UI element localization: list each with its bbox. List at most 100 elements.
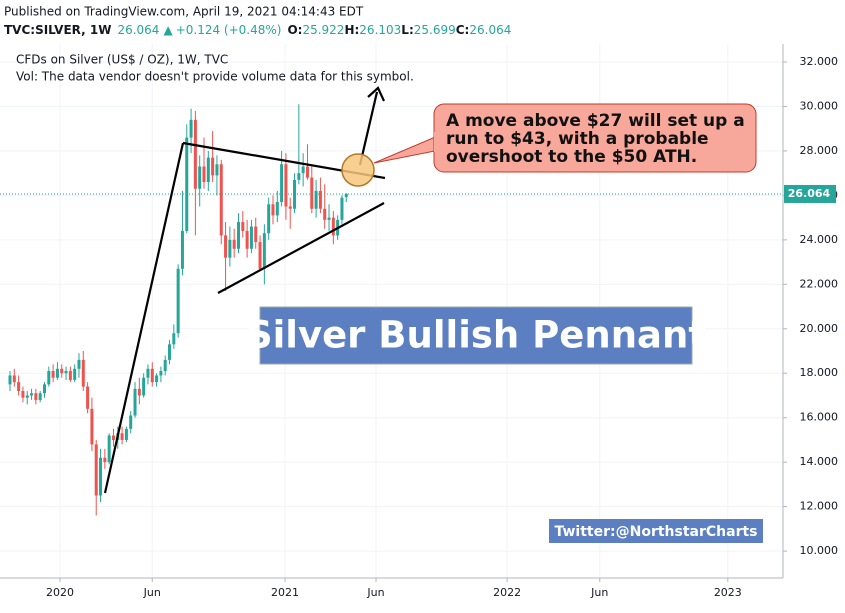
up-icon: ▲ <box>163 23 173 37</box>
last-price-badge <box>784 184 836 203</box>
candle-body <box>137 388 141 396</box>
candle-body <box>340 197 344 220</box>
callout-line: run to $43, with a probable <box>446 129 709 149</box>
candle-body <box>142 377 146 396</box>
ohlc-label: L: <box>401 23 413 37</box>
x-tick-label: Jun <box>366 586 384 599</box>
ohlc-value: 25.922 <box>302 23 344 37</box>
candle-body <box>8 375 12 385</box>
callout-text: A move above $27 will set up a run to $4… <box>446 111 745 167</box>
callout-pointer <box>373 134 441 164</box>
title-box <box>259 306 693 365</box>
candle-body <box>241 222 245 231</box>
y-tick-label: 28.000 <box>800 144 839 157</box>
y-tick-label: 24.000 <box>800 233 839 246</box>
title: Silver Bullish Pennant <box>246 314 706 357</box>
candle-body <box>228 239 232 258</box>
candle-body <box>150 368 154 383</box>
candle-body <box>297 173 301 180</box>
candle-body <box>86 386 90 409</box>
candle-body <box>318 190 322 209</box>
candle-body <box>176 268 180 334</box>
candle-body <box>331 217 335 236</box>
candle-body <box>219 164 223 236</box>
candle-body <box>224 235 228 258</box>
breakout-circle <box>341 153 375 187</box>
y-tick-label: 22.000 <box>800 277 839 290</box>
axes: 10.000 12.000 14.000 16.000 18.000 20.000 22.0… <box>46 55 838 599</box>
y-tick-label: 20.000 <box>800 322 839 335</box>
legend: CFDs on Silver (US$ / OZ), 1W, TVC <box>16 53 228 67</box>
candle-body <box>159 371 163 376</box>
candle-body <box>107 435 111 463</box>
candle-body <box>133 388 137 416</box>
y-tick-label: 16.000 <box>800 411 839 424</box>
candle-body <box>215 164 219 176</box>
y-tick-label: 12.000 <box>800 500 839 513</box>
candle-body <box>129 415 133 429</box>
candle-body <box>249 226 253 249</box>
breakout-arrow <box>358 91 379 166</box>
y-tick-label: 32.000 <box>800 55 839 68</box>
candle-body <box>64 371 68 374</box>
ohlc-value: 26.064 <box>469 23 511 37</box>
candle-body <box>163 359 167 372</box>
candle-body <box>258 242 262 269</box>
candle-body <box>280 164 284 203</box>
candle-body <box>305 166 309 178</box>
x-tick-label: 2023 <box>714 586 742 599</box>
candle-body <box>323 208 327 220</box>
candle-body <box>245 230 249 249</box>
last-price-label: 26.064 <box>788 187 831 200</box>
candle-body <box>232 239 236 249</box>
candle-body <box>202 166 206 183</box>
candle-body <box>60 368 64 374</box>
arrow-head <box>367 86 385 102</box>
y-tick-label: 14.000 <box>800 455 839 468</box>
x-tick-label: 2022 <box>493 586 521 599</box>
candle-body <box>284 164 288 207</box>
candle-body <box>99 457 103 496</box>
callout-joint <box>434 132 444 152</box>
candle-body <box>21 391 25 398</box>
candle-body <box>103 457 107 463</box>
candle-body <box>111 435 115 440</box>
candle-body <box>47 371 51 385</box>
candle-body <box>12 375 16 383</box>
credit: Twitter:@NorthstarCharts <box>554 524 757 540</box>
published-note: Published on TradingView.com, April 19, … <box>4 5 364 19</box>
ohlc: O:25.922H:26.103L:25.699C:26.064 <box>287 23 511 37</box>
candle-body <box>314 190 318 209</box>
candle-body <box>301 166 305 174</box>
last-price: 26.064 <box>117 23 159 37</box>
candle-body <box>34 393 38 400</box>
candle-body <box>189 119 193 138</box>
candle-body <box>236 222 241 249</box>
x-tick-label: 2021 <box>271 586 299 599</box>
candle-body <box>193 119 197 189</box>
lower-trendline <box>217 202 385 294</box>
candle-body <box>198 166 202 189</box>
ohlc-value: 26.103 <box>359 23 401 37</box>
candle-body <box>68 371 72 380</box>
candle-body <box>146 368 150 378</box>
candle-body <box>327 217 331 220</box>
candle-body <box>81 359 85 387</box>
candle-body <box>30 393 34 396</box>
candle-body <box>73 368 77 380</box>
candle-body <box>77 359 81 369</box>
candle-body <box>211 157 215 176</box>
candle-body <box>310 177 314 209</box>
y-tick-label: 30.000 <box>800 99 839 112</box>
x-tick-label: 2020 <box>46 586 74 599</box>
x-tick-label: Jun <box>590 586 608 599</box>
candle-body <box>120 433 124 440</box>
y-tick-label: 18.000 <box>800 366 839 379</box>
candle-body <box>90 408 94 445</box>
credit-box <box>549 519 763 543</box>
candle-body <box>94 444 98 496</box>
candle-body <box>180 230 184 269</box>
candle-body <box>271 204 275 216</box>
